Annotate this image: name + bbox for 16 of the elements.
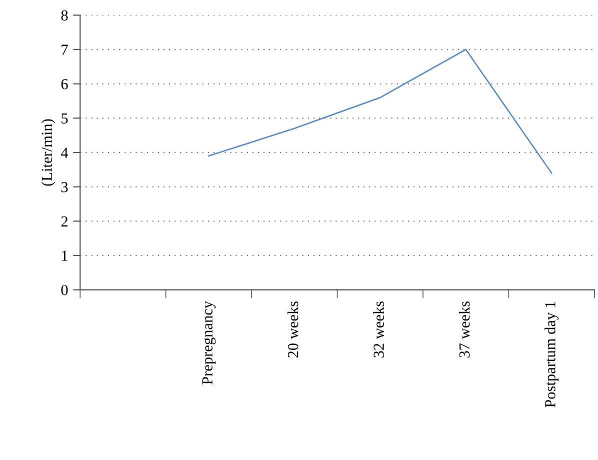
x-tick-label: Postpartum day 1 [544, 302, 559, 408]
y-tick-label: 5 [62, 113, 68, 124]
y-tick-label: 0 [61, 284, 68, 296]
y-tick-label: 4 [60, 148, 68, 158]
x-tick-label: 32 weeks [373, 301, 384, 358]
y-tick-label: 1 [62, 250, 68, 261]
y-axis-title: (Liter/min) [41, 119, 56, 186]
x-tick-label: 37 weeks [458, 301, 470, 358]
x-tick-label: Prepregnancy [202, 300, 216, 384]
y-tick-label: 7 [62, 44, 68, 55]
y-tick-label: 3 [61, 182, 68, 192]
y-tick-label: 6 [61, 79, 68, 90]
line-series [208, 48, 552, 174]
y-tick-label: 2 [61, 216, 68, 226]
x-tick-label: 20 weeks [287, 301, 298, 358]
y-tick-label: 8 [61, 10, 68, 21]
